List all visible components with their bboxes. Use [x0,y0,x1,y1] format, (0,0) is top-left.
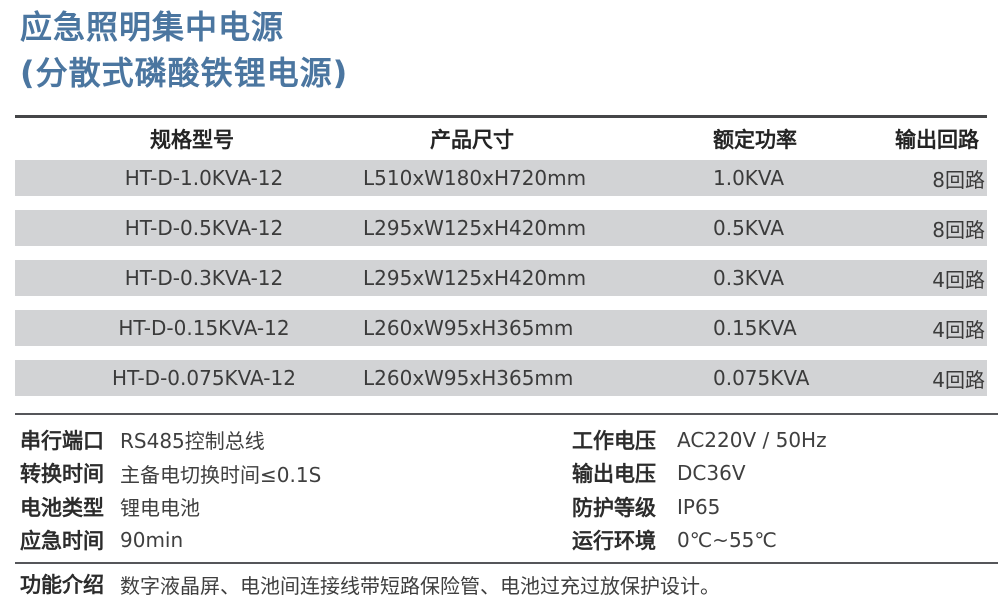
cell-model: HT-D-0.15KVA-12 [118,316,290,340]
cell-power: 0.5KVA [713,216,785,240]
cell-power: 0.15KVA [713,316,797,340]
spec-value: 数字液晶屏、电池间连接线带短路保险管、电池过充过放保护设计。 [120,573,720,598]
page-title-line-2: (分散式磷酸铁锂电源) [20,54,349,92]
spec-row-switch-time: 转换时间 主备电切换时间≤0.1S [15,457,998,491]
spec-value: 0℃~55℃ [677,528,777,553]
table-header-row: 规格型号 产品尺寸 额定功率 输出回路 [15,118,987,160]
cell-power: 0.3KVA [713,266,785,290]
spec-label: 电池类型 [20,495,104,520]
spec-value: DC36V [677,461,746,486]
specs-column-left: 串行端口 RS485控制总线 转换时间 主备电切换时间≤0.1S 电池类型 锂电… [15,423,998,557]
column-header-power: 额定功率 [713,128,797,152]
spec-label: 工作电压 [572,428,656,453]
column-header-circuits: 输出回路 [895,128,979,152]
cell-size: L295xW125xH420mm [363,216,587,240]
spec-label: 输出电压 [572,462,656,487]
cell-size: L260xW95xH365mm [363,366,574,390]
spec-value: IP65 [677,494,721,519]
models-table: 规格型号 产品尺寸 额定功率 输出回路 HT-D-1.0KVA-12 L510x… [15,115,987,410]
cell-circuits: 4回路 [932,267,985,292]
cell-model: HT-D-1.0KVA-12 [124,166,284,190]
cell-size: L260xW95xH365mm [363,316,574,340]
spec-value: AC220V / 50Hz [677,427,827,452]
spec-row-battery-type: 电池类型 锂电电池 [15,490,998,524]
spec-row-operating-environment: 运行环境 0℃~55℃ [557,524,997,558]
spec-label: 防护等级 [572,495,656,520]
specs-section: 串行端口 RS485控制总线 转换时间 主备电切换时间≤0.1S 电池类型 锂电… [15,413,998,604]
page-title: 应急照明集中电源 (分散式磷酸铁锂电源) [20,4,348,96]
spec-value: 锂电电池 [120,496,200,521]
spec-label: 功能介绍 [20,573,104,597]
spec-value: RS485控制总线 [120,429,265,454]
table-row: HT-D-0.5KVA-12 L295xW125xH420mm 0.5KVA 8… [15,210,987,246]
table-row: HT-D-0.3KVA-12 L295xW125xH420mm 0.3KVA 4… [15,260,987,296]
table-row: HT-D-0.15KVA-12 L260xW95xH365mm 0.15KVA … [15,310,987,346]
spec-label: 串行端口 [20,428,104,453]
cell-model: HT-D-0.075KVA-12 [112,366,296,390]
spec-value: 90min [120,528,184,553]
column-header-model: 规格型号 [150,128,234,152]
table-row: HT-D-0.075KVA-12 L260xW95xH365mm 0.075KV… [15,360,987,396]
spec-label: 运行环境 [572,529,656,554]
spec-label: 转换时间 [20,462,104,487]
cell-circuits: 8回路 [932,167,985,192]
spec-row-working-voltage: 工作电压 AC220V / 50Hz [557,423,997,457]
cell-model: HT-D-0.5KVA-12 [124,216,284,240]
cell-circuits: 8回路 [932,217,985,242]
specs-grid: 串行端口 RS485控制总线 转换时间 主备电切换时间≤0.1S 电池类型 锂电… [15,415,998,562]
cell-size: L295xW125xH420mm [363,266,587,290]
cell-circuits: 4回路 [932,317,985,342]
cell-power: 1.0KVA [713,166,785,190]
spec-row-protection-rating: 防护等级 IP65 [557,490,997,524]
spec-row-output-voltage: 输出电压 DC36V [557,457,997,491]
spec-row-serial-port: 串行端口 RS485控制总线 [15,423,998,457]
specs-column-right: 工作电压 AC220V / 50Hz 输出电压 DC36V 防护等级 IP65 … [557,423,997,557]
spec-row-emergency-time: 应急时间 90min [15,524,998,558]
cell-power: 0.075KVA [713,366,810,390]
cell-circuits: 4回路 [932,367,985,392]
spec-label: 应急时间 [20,529,104,554]
spec-value: 主备电切换时间≤0.1S [120,462,322,487]
table-row: HT-D-1.0KVA-12 L510xW180xH720mm 1.0KVA 8… [15,160,987,196]
cell-size: L510xW180xH720mm [363,166,587,190]
cell-model: HT-D-0.3KVA-12 [124,266,284,290]
page-title-line-1: 应急照明集中电源 [20,8,285,46]
column-header-size: 产品尺寸 [430,128,514,152]
spec-row-function-intro: 功能介绍 数字液晶屏、电池间连接线带短路保险管、电池过充过放保护设计。 [15,562,998,604]
